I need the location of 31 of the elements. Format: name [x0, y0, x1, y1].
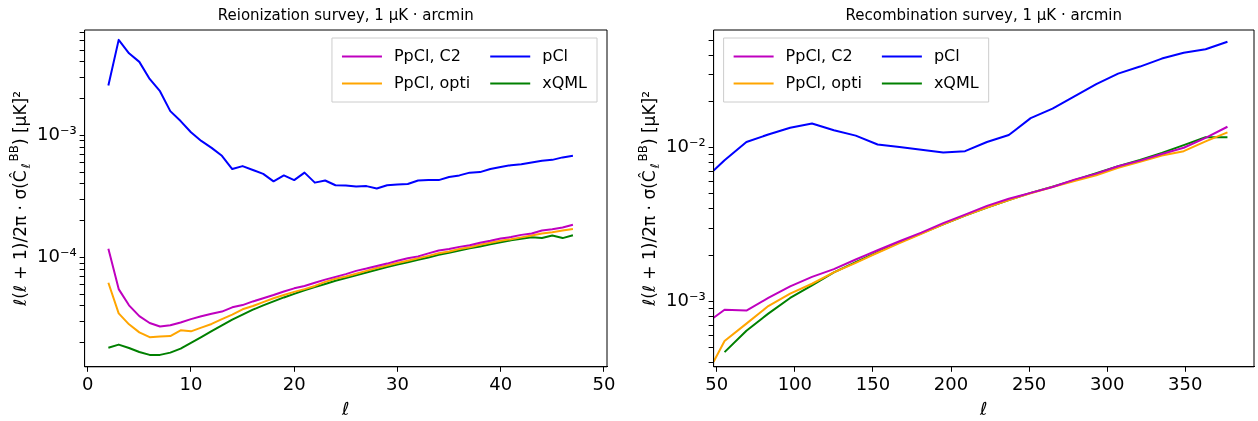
legend-label: PpCl, opti — [393, 72, 471, 92]
y-tick-label: 10⁻³ — [37, 123, 77, 145]
x-tick-label: 50 — [705, 373, 729, 395]
y-tick-label: 10⁻⁴ — [37, 245, 77, 267]
y-tick-label: 10⁻³ — [666, 288, 706, 310]
chart-title: Reionization survey, 1 μK · arcmin — [217, 5, 474, 24]
legend-label: PpCl, opti — [785, 72, 862, 92]
x-tick-label: 0 — [81, 373, 94, 395]
x-tick-label: 300 — [1090, 373, 1125, 395]
legend-label: pCl — [933, 45, 960, 65]
y-tick-label: 10⁻² — [666, 135, 706, 157]
x-tick-label: 150 — [855, 373, 891, 395]
x-tick-label: 20 — [282, 373, 306, 395]
y-axis-title: ℓ(ℓ + 1)/2π · σ(ĈℓBB) [μK]² — [7, 91, 34, 307]
x-tick-label: 250 — [1011, 373, 1047, 395]
y-axis-title: ℓ(ℓ + 1)/2π · σ(ĈℓBB) [μK]² — [636, 91, 663, 307]
chart-title: Recombination survey, 1 μK · arcmin — [845, 5, 1123, 24]
x-tick-label: 30 — [385, 373, 409, 395]
x-axis-title: ℓ — [341, 397, 350, 419]
x-tick-label: 200 — [933, 373, 969, 395]
x-tick-label: 50 — [592, 373, 616, 395]
legend-label: pCl — [542, 45, 568, 65]
legend-label: xQML — [542, 72, 588, 92]
x-axis-title: ℓ — [979, 397, 988, 419]
x-tick-label: 10 — [179, 373, 203, 395]
legend-label: PpCl, C2 — [393, 45, 461, 65]
x-tick-label: 100 — [777, 373, 813, 395]
x-tick-label: 40 — [489, 373, 513, 395]
x-tick-label: 350 — [1168, 373, 1203, 395]
legend-label: PpCl, C2 — [785, 45, 853, 65]
legend-label: xQML — [933, 72, 979, 92]
